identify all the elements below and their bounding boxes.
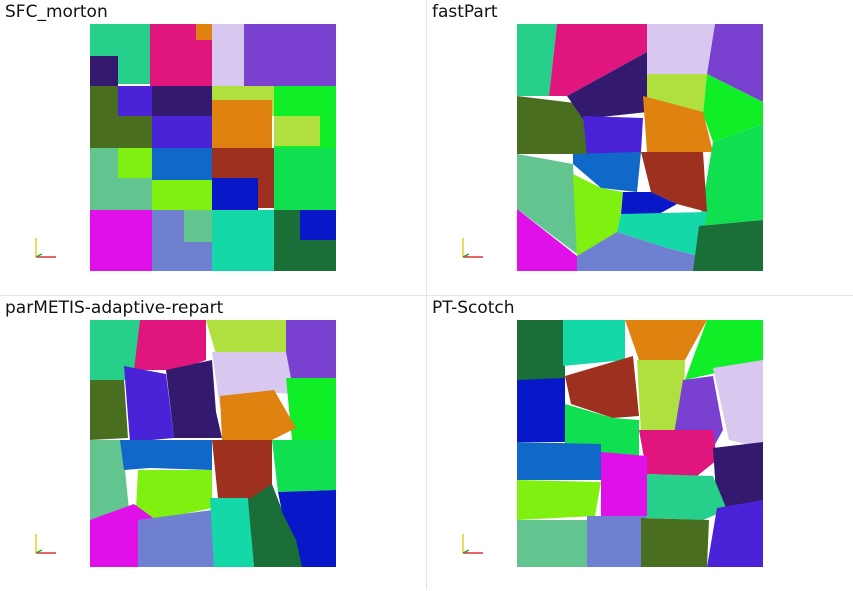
axis-triad-icon xyxy=(462,238,483,258)
panel-title: fastPart xyxy=(432,2,498,22)
panel-title: PT-Scotch xyxy=(432,298,515,318)
axis-triad-icon xyxy=(35,238,56,258)
partition-mesh xyxy=(90,24,336,271)
partition-mesh xyxy=(517,320,763,567)
panel-title: SFC_morton xyxy=(5,2,108,22)
panel-pt-scotch[interactable]: PT-Scotch xyxy=(427,296,853,591)
panel-fastpart[interactable]: fastPart xyxy=(427,0,853,295)
axis-triad-icon xyxy=(35,534,56,554)
panel-sfc-morton[interactable]: SFC_morton xyxy=(0,0,426,295)
partition-mesh xyxy=(517,24,763,271)
panel-title: parMETIS-adaptive-repart xyxy=(5,298,224,318)
horizontal-divider xyxy=(0,295,853,296)
axis-triad-icon xyxy=(462,534,483,554)
panel-parmetis-adaptive-repart[interactable]: parMETIS-adaptive-repart xyxy=(0,296,426,591)
partition-mesh xyxy=(90,320,336,567)
